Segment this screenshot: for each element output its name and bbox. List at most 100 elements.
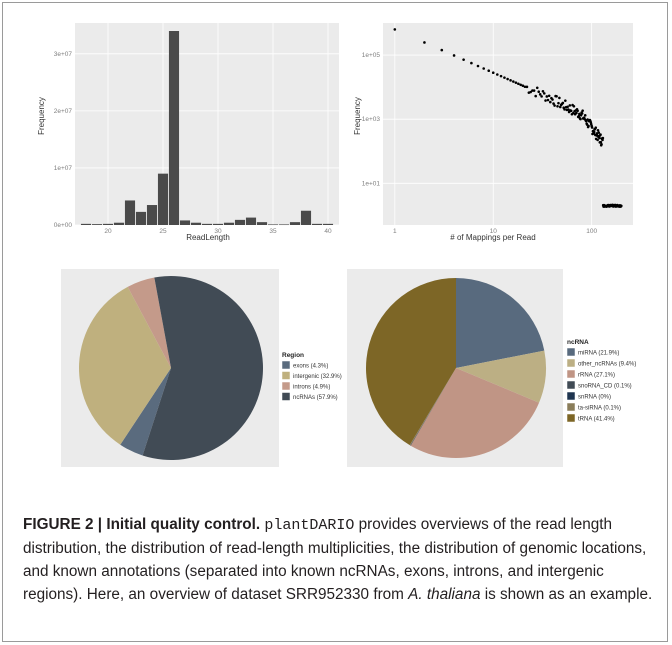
scatter-point xyxy=(581,109,584,112)
hist-bar xyxy=(146,205,158,225)
figure-caption: FIGURE 2 | Initial quality control. plan… xyxy=(23,513,659,606)
scatter-point xyxy=(546,98,550,102)
scatter-point xyxy=(440,48,444,52)
scatter-point xyxy=(577,114,581,118)
species-name: A. thaliana xyxy=(408,586,481,603)
hist-xlabel: ReadLength xyxy=(186,233,230,242)
hist-bar xyxy=(157,173,169,225)
legend-swatch xyxy=(566,347,576,357)
legend-swatch xyxy=(281,381,291,391)
scatter-point xyxy=(537,90,541,94)
tool-name: plantDARIO xyxy=(264,517,355,534)
legend-swatch xyxy=(566,391,576,401)
scatter-point xyxy=(575,111,578,115)
scatter-point xyxy=(523,85,527,89)
hist-bar xyxy=(135,211,147,225)
legend-label: snoRNA_CD (0.1%) xyxy=(578,384,632,390)
scatter-point xyxy=(545,95,549,98)
hist-bar xyxy=(289,222,301,225)
legend-label: exons (4.3%) xyxy=(293,364,328,370)
scatter-point xyxy=(499,74,503,78)
legend-swatch xyxy=(566,369,576,379)
hist-bar xyxy=(212,223,224,225)
scatter-ylabel: Frequency xyxy=(353,97,362,135)
hist-bar xyxy=(80,223,92,225)
hist-bar xyxy=(278,224,290,226)
scatter-point xyxy=(569,109,573,113)
pie-slice xyxy=(120,368,171,456)
legend-swatch xyxy=(281,371,291,380)
read-length-histogram: Frequency ReadLength 20 25 30 35 40 0e+00 1e+0… xyxy=(37,23,339,242)
legend-label: ncRNAs (57.9%) xyxy=(293,395,338,401)
hist-x-tick-label: 30 xyxy=(214,228,222,235)
mappings-per-read-scatter: Frequency # of Mappings per Read 1 10 100 1… xyxy=(353,23,633,242)
scatter-point xyxy=(470,61,473,65)
scatter-point xyxy=(540,95,543,98)
legend-swatch xyxy=(281,392,291,401)
scatter-point xyxy=(462,58,465,61)
scatter-point xyxy=(597,131,601,134)
scatter-point xyxy=(521,84,525,88)
scatter-point xyxy=(571,111,575,115)
legend-label: snRNA (0%) xyxy=(578,395,611,401)
pie-slice xyxy=(456,350,546,403)
scatter-point xyxy=(423,41,426,44)
figure-panels: Frequency ReadLength 20 25 30 35 40 0e+00 1e+0… xyxy=(23,11,655,473)
pie-slice xyxy=(366,278,456,446)
scatter-point xyxy=(599,140,603,144)
scatter-point xyxy=(482,67,485,70)
hist-ylabel: Frequency xyxy=(37,97,46,135)
region-legend-title: Region xyxy=(282,352,304,359)
scatter-x-tick-label: 100 xyxy=(586,228,597,235)
pie-slice xyxy=(456,278,545,368)
hist-bar xyxy=(245,217,257,225)
scatter-point xyxy=(452,54,456,57)
hist-y-tick-label: 0e+00 xyxy=(54,222,73,229)
hist-x-tick-label: 35 xyxy=(269,228,277,235)
legend-label: tRNA (41.4%) xyxy=(578,417,615,423)
pie-slice xyxy=(78,286,171,445)
scatter-point xyxy=(517,82,520,86)
scatter-point xyxy=(512,80,515,83)
hist-y-tick-label: 1e+07 xyxy=(54,165,73,172)
pie-slice xyxy=(410,368,540,458)
hist-bar xyxy=(91,224,103,225)
scatter-point xyxy=(552,102,555,105)
scatter-point xyxy=(551,98,554,101)
legend-label: introns (4.9%) xyxy=(293,385,330,391)
scatter-x-tick-label: 10 xyxy=(490,228,498,235)
hist-y-tick-label: 3e+07 xyxy=(54,51,73,58)
scatter-point xyxy=(583,114,587,117)
scatter-point xyxy=(590,126,594,129)
scatter-point xyxy=(598,136,601,140)
scatter-point xyxy=(576,109,579,113)
scatter-point xyxy=(596,128,600,132)
legend-swatch xyxy=(566,380,576,390)
legend-label: rRNA (27.1%) xyxy=(578,373,615,379)
hist-y-tick-label: 2e+07 xyxy=(54,108,73,115)
hist-bar xyxy=(322,223,334,225)
legend-label: other_ncRNAs (9.4%) xyxy=(578,362,636,368)
scatter-point xyxy=(580,112,584,115)
scatter-point xyxy=(487,69,491,73)
scatter-point xyxy=(532,89,536,92)
scatter-point xyxy=(496,73,499,76)
hist-bar xyxy=(124,200,136,225)
scatter-point xyxy=(601,138,604,142)
hist-bar xyxy=(190,222,202,225)
region-pie-chart: Region exons (4.3%) intergenic (32.9%) int… xyxy=(61,269,342,467)
legend-swatch xyxy=(566,413,576,423)
hist-bar xyxy=(311,223,323,225)
scatter-point xyxy=(555,94,558,98)
hist-x-tick-label: 25 xyxy=(159,228,167,235)
caption-label: FIGURE 2 | Initial quality control. xyxy=(23,516,261,533)
scatter-point xyxy=(579,117,582,121)
scatter-point xyxy=(619,204,623,208)
scatter-point xyxy=(558,96,561,100)
legend-label: intergenic (32.9%) xyxy=(293,374,342,380)
hist-bar xyxy=(113,222,125,225)
scatter-point xyxy=(561,101,565,105)
scatter-point xyxy=(393,28,397,31)
scatter-panel-bg xyxy=(383,23,633,225)
